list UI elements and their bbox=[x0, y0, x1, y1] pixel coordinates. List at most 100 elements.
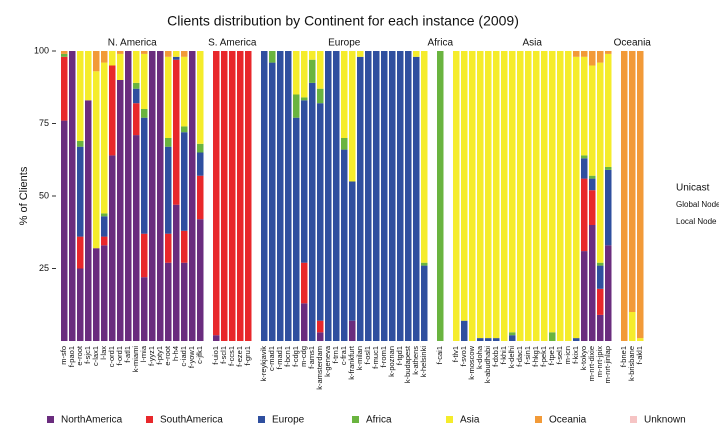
x-tick-label: f-rom1 bbox=[379, 346, 388, 368]
bar-segment bbox=[181, 126, 188, 133]
x-tick-label: f-gru1 bbox=[243, 346, 252, 366]
bar-segment bbox=[197, 152, 204, 176]
legend-label: Africa bbox=[366, 415, 392, 426]
x-tick-label: f-atl1 bbox=[123, 346, 132, 363]
group-label: Asia bbox=[523, 38, 543, 49]
x-tick-label: f-eze1 bbox=[235, 346, 244, 367]
bar-segment bbox=[573, 56, 580, 339]
bar-segment bbox=[229, 51, 236, 341]
bar-segment bbox=[77, 268, 84, 341]
bar-segment bbox=[597, 51, 604, 63]
bar-segment bbox=[277, 51, 284, 341]
bar-segment bbox=[565, 51, 572, 341]
bar-segment bbox=[165, 56, 172, 138]
bar-segment bbox=[133, 82, 140, 89]
bar-segment bbox=[341, 51, 348, 138]
bar-segment bbox=[173, 56, 180, 60]
bar-segment bbox=[101, 216, 108, 237]
bar-segment bbox=[453, 51, 460, 341]
bar-segment bbox=[269, 51, 276, 63]
bar-segment bbox=[165, 51, 172, 57]
bar-segment bbox=[133, 103, 140, 136]
bar-segment bbox=[221, 51, 228, 341]
x-tick-label: f-hkg1 bbox=[531, 346, 540, 367]
legend-label: Unknown bbox=[644, 415, 686, 426]
bar-segment bbox=[141, 233, 148, 278]
bar-segment bbox=[141, 109, 148, 118]
legend-label: NorthAmerica bbox=[61, 415, 123, 426]
x-tick-label: f-yow1 bbox=[187, 346, 196, 368]
bar-segment bbox=[149, 51, 156, 341]
bar-segment bbox=[485, 51, 492, 339]
group-label: Europe bbox=[328, 38, 361, 49]
bar-segment bbox=[573, 51, 580, 57]
bar-segment bbox=[549, 332, 556, 341]
legend-swatch bbox=[352, 416, 359, 423]
bar-segment bbox=[397, 51, 404, 341]
x-tick-label: f-tpe1 bbox=[547, 346, 556, 365]
bar-segment bbox=[213, 335, 220, 341]
x-tick-label: f-uio1 bbox=[211, 346, 220, 365]
bar-segment bbox=[525, 51, 532, 341]
x-tick-label: f-ams1 bbox=[307, 346, 316, 369]
x-tick-label: c-ord1 bbox=[107, 346, 116, 367]
legend-swatch bbox=[535, 416, 542, 423]
x-tick-label: f-tgd1 bbox=[395, 346, 404, 365]
bar-segment bbox=[181, 230, 188, 263]
bar-segment bbox=[173, 59, 180, 205]
bar-segment bbox=[629, 312, 636, 341]
bar-segment bbox=[621, 51, 628, 341]
x-tick-label: f-bne1 bbox=[619, 346, 628, 367]
bar-segment bbox=[461, 320, 468, 341]
bar-segment bbox=[109, 51, 116, 66]
bar-segment bbox=[317, 332, 324, 341]
group-label: N. America bbox=[108, 38, 157, 49]
bar-segment bbox=[509, 51, 516, 333]
x-tick-label: f-pao1 bbox=[67, 346, 76, 367]
bar-segment bbox=[173, 51, 180, 57]
bar-segment bbox=[333, 51, 340, 341]
x-tick-label: m-nrt-jpix bbox=[595, 346, 604, 377]
x-tick-label: f-dxb1 bbox=[491, 346, 500, 367]
node-legend-label: Unicast bbox=[676, 183, 710, 194]
x-tick-label: k-frankfurt bbox=[347, 345, 356, 380]
bar-segment bbox=[101, 213, 108, 217]
bar-segment bbox=[117, 51, 124, 54]
x-tick-label: m-sfo bbox=[59, 346, 68, 365]
chart-title: Clients distribution by Continent for ea… bbox=[167, 13, 519, 29]
bar-segment bbox=[421, 262, 428, 266]
bar-segment bbox=[517, 51, 524, 341]
bar-segment bbox=[597, 62, 604, 263]
bar-segment bbox=[61, 120, 68, 341]
bar-segment bbox=[197, 51, 204, 144]
bar-segment bbox=[341, 138, 348, 150]
bar-segment bbox=[77, 51, 84, 141]
x-tick-label: k-miami bbox=[131, 346, 140, 373]
bar-segment bbox=[493, 338, 500, 341]
legend-label: SouthAmerica bbox=[160, 415, 223, 426]
bar-segment bbox=[181, 262, 188, 341]
bar-segment bbox=[581, 251, 588, 341]
y-tick-label: 100 bbox=[34, 45, 49, 55]
bar-segment bbox=[309, 51, 316, 60]
x-tick-label: c-fra1 bbox=[339, 346, 348, 365]
bar-segment bbox=[101, 62, 108, 214]
legend-swatch bbox=[446, 416, 453, 423]
legend-swatch bbox=[146, 416, 153, 423]
bar-segment bbox=[165, 138, 172, 147]
group-label: S. America bbox=[208, 38, 257, 49]
x-tick-label: f-sel1 bbox=[555, 346, 564, 364]
bar-segment bbox=[301, 97, 308, 101]
bar-segment bbox=[509, 335, 516, 341]
x-tick-label: f-pek1 bbox=[539, 346, 548, 367]
bar-segment bbox=[413, 51, 420, 57]
bar-segment bbox=[533, 51, 540, 341]
x-tick-label: k-budapest bbox=[403, 345, 412, 383]
bar-segment bbox=[293, 94, 300, 118]
bar-segment bbox=[549, 51, 556, 333]
bar-segment bbox=[141, 51, 148, 54]
bar-segment bbox=[581, 51, 588, 57]
bar-segment bbox=[605, 51, 612, 54]
x-tick-label: k-tokyo bbox=[579, 346, 588, 370]
bar-segment bbox=[341, 149, 348, 341]
